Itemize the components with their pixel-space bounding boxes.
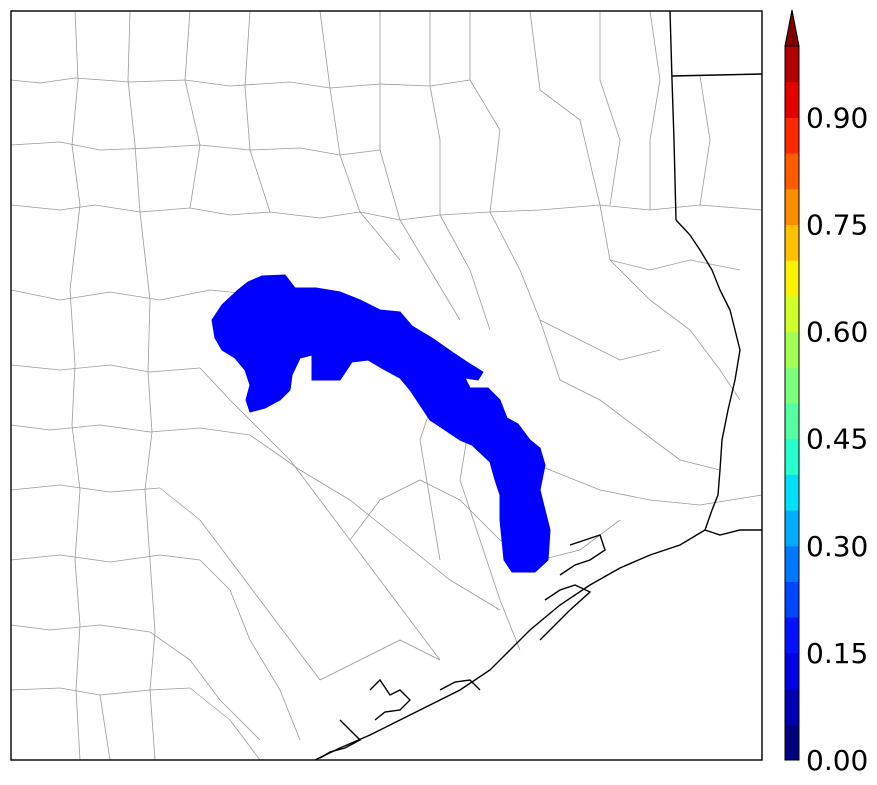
colorbar-extend-arrow xyxy=(784,9,800,47)
colorbar-band xyxy=(785,224,799,261)
map-border xyxy=(10,10,763,761)
colorbar-band xyxy=(785,545,799,582)
colorbar-tick-label: 0.45 xyxy=(806,423,868,456)
colorbar-band xyxy=(785,367,799,404)
colorbar-band xyxy=(785,331,799,368)
colorbar-outline xyxy=(784,45,800,761)
colorbar-band xyxy=(785,474,799,511)
colorbar-band xyxy=(785,46,799,83)
colorbar-band xyxy=(785,652,799,690)
colorbar-tick-label: 0.00 xyxy=(806,744,868,777)
colorbar-tick-label: 0.15 xyxy=(806,637,868,670)
colorbar-band xyxy=(785,81,799,118)
colorbar-band xyxy=(785,117,799,154)
colorbar-band xyxy=(785,688,799,725)
colorbar-band xyxy=(785,188,799,225)
colorbar-tick-label: 0.30 xyxy=(806,530,868,563)
shaded-probability-region xyxy=(211,274,551,573)
colorbar-band xyxy=(785,581,799,618)
state-and-coast-lines xyxy=(314,11,762,760)
colorbar-tick-label: 0.75 xyxy=(806,209,868,242)
colorbar-band xyxy=(785,724,799,761)
colorbar-band xyxy=(785,295,799,333)
colorbar-ticks: 0.00 0.15 0.30 0.45 0.60 0.75 0.90 xyxy=(806,101,868,777)
colorbar-bands xyxy=(784,9,800,761)
colorbar-band xyxy=(785,438,799,475)
map-background xyxy=(11,11,762,760)
colorbar-tick-label: 0.60 xyxy=(806,316,868,349)
colorbar-band xyxy=(785,510,799,547)
colorbar-band xyxy=(785,403,799,440)
colorbar-band xyxy=(785,260,799,297)
colorbar-band xyxy=(785,617,799,654)
colorbar-tick-label: 0.90 xyxy=(806,101,868,134)
colorbar-band xyxy=(785,153,799,190)
